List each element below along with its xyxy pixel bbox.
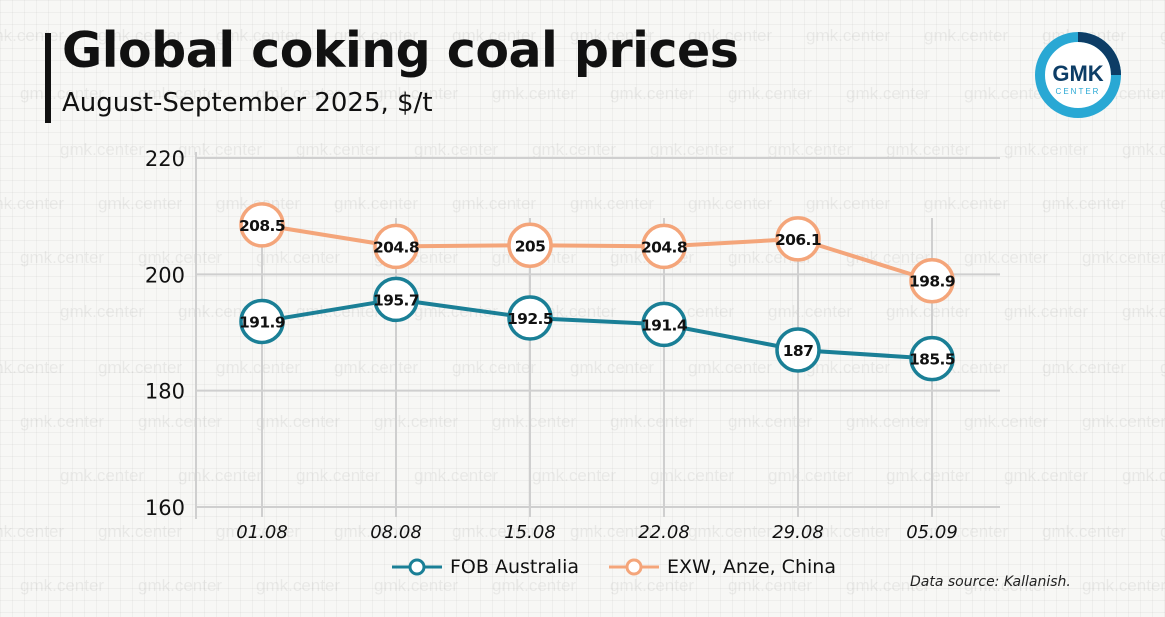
gmk-center-logo: GMK CENTER: [1035, 32, 1121, 118]
data-label: 198.9: [909, 273, 955, 291]
data-point-marker: [775, 216, 821, 262]
legend-label-exw: EXW, Anze, China: [667, 556, 836, 578]
chart-title: Global coking coal prices: [62, 22, 739, 79]
grid-layer: [195, 152, 1000, 519]
series-line: [261, 297, 933, 361]
y-tick-label: 160: [145, 496, 185, 520]
data-point-marker: [641, 301, 687, 348]
x-tick-label: 08.08: [370, 522, 422, 543]
legend-marker-fob-icon: [392, 558, 442, 576]
y-axis-ticks: 160 180 200 220: [145, 147, 185, 520]
legend-label-fob: FOB Australia: [450, 556, 580, 578]
data-label: 204.8: [641, 238, 687, 256]
x-tick-label: 29.08: [772, 522, 824, 543]
series-fob-australia: 191.9 195.7 192.5 191.4 187 185.5: [239, 276, 956, 382]
data-label: 206.1: [775, 231, 821, 249]
data-label: 187: [783, 342, 814, 360]
series-exw-anze-china: 208.5 204.8 205 204.8 206.1 198.9: [239, 202, 956, 304]
logo-text-center: CENTER: [1056, 87, 1101, 96]
chart-legend: FOB Australia EXW, Anze, China: [392, 556, 836, 578]
x-tick-label: 05.09: [906, 522, 958, 543]
series-line: [261, 222, 933, 283]
legend-item-exw[interactable]: EXW, Anze, China: [609, 556, 836, 578]
data-label: 191.9: [239, 313, 285, 331]
data-point-marker: [239, 202, 285, 248]
legend-marker-exw-icon: [609, 558, 660, 576]
y-tick-label: 200: [145, 263, 185, 287]
data-label: 192.5: [507, 310, 553, 328]
data-point-marker: [507, 295, 553, 341]
data-label: 191.4: [641, 316, 688, 334]
data-source-note: Data source: Kallanish.: [910, 574, 1071, 590]
legend-item-fob[interactable]: FOB Australia: [392, 556, 579, 578]
data-point-marker: [641, 223, 687, 270]
logo-ring-accent: [1077, 32, 1121, 76]
y-tick-label: 180: [145, 380, 185, 404]
y-tick-label: 220: [145, 147, 185, 171]
data-point-marker: [507, 222, 553, 268]
x-tick-label: 22.08: [638, 522, 690, 543]
data-label: 195.7: [373, 291, 419, 309]
data-point-marker: [775, 327, 821, 373]
data-label: 208.5: [239, 217, 285, 235]
data-point-marker: [373, 223, 419, 270]
data-label: 185.5: [909, 351, 955, 369]
logo-text-gmk: GMK: [1052, 61, 1103, 86]
data-point-marker: [909, 335, 955, 382]
data-label: 204.8: [373, 238, 419, 256]
x-tick-label: 01.08: [236, 522, 288, 543]
x-axis-ticks: 01.08 08.08 15.08 22.08 29.08 05.09: [236, 522, 958, 543]
data-point-marker: [373, 276, 419, 323]
data-point-marker: [909, 257, 955, 304]
chart-subtitle: August-September 2025, $/t: [62, 88, 433, 118]
data-label: 205: [515, 237, 546, 255]
data-point-marker: [239, 298, 285, 345]
title-accent-bar: [45, 33, 51, 123]
x-tick-label: 15.08: [504, 522, 556, 543]
